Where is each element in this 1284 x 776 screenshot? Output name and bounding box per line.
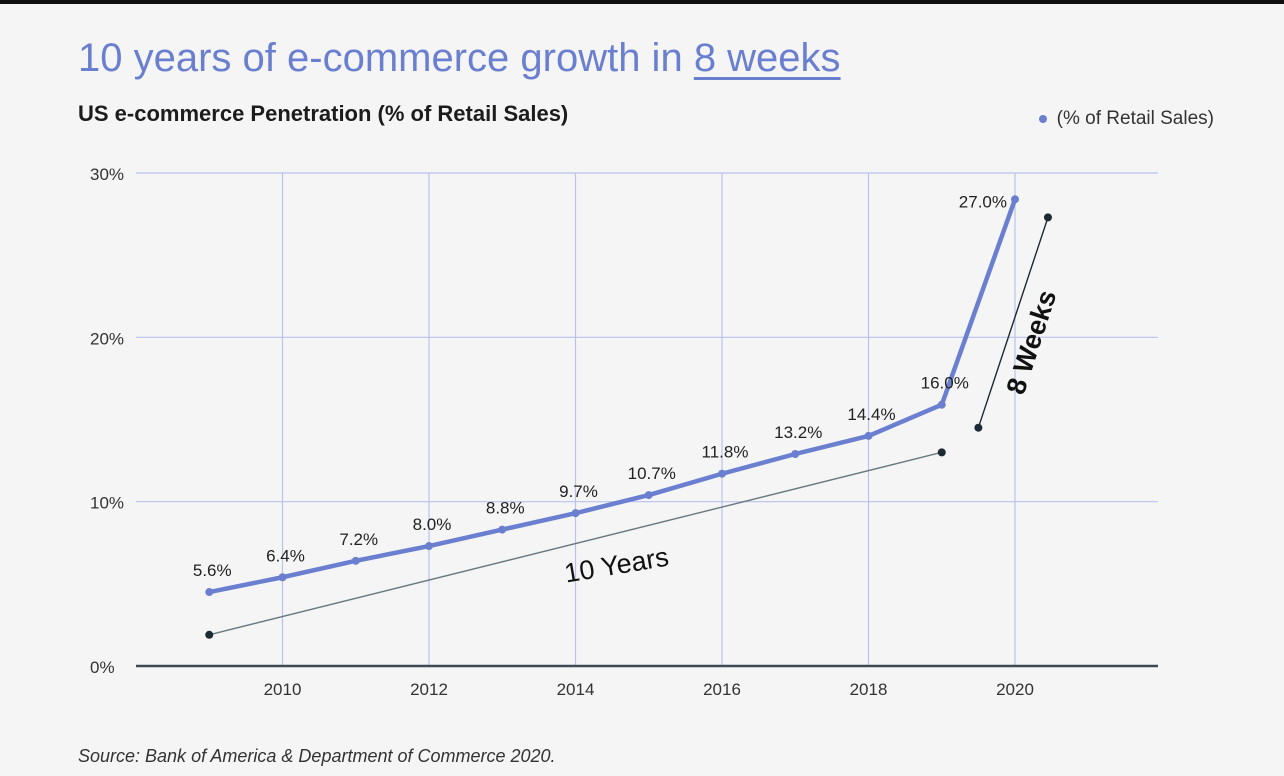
x-tick-label: 2010 [264,680,302,699]
annotation-label-8-weeks: 8 Weeks [1001,286,1063,398]
data-label: 16.0% [921,374,969,393]
data-point [718,469,726,478]
data-label: 8.0% [413,515,452,534]
data-point [205,588,214,597]
data-point [864,431,873,440]
y-tick-label: 20% [90,329,124,348]
data-label: 11.8% [702,443,749,462]
data-label: 13.2% [774,423,822,442]
series-line [207,197,1018,595]
x-tick-label: 2020 [996,680,1034,699]
data-label: 10.7% [628,464,676,483]
data-point [1011,195,1019,204]
annotation-endpoint [974,423,983,432]
data-label: 14.4% [847,405,895,424]
legend-marker-icon [1038,115,1047,123]
data-point [644,491,653,500]
data-label: 7.2% [339,530,378,549]
source-note: Source: Bank of America & Department of … [78,746,556,766]
x-tick-label: 2014 [557,680,595,699]
data-point [937,400,946,409]
x-tick-label: 2018 [850,680,888,699]
data-point [571,509,580,518]
chart-legend: (% of Retail Sales) [1038,108,1214,130]
annotation-endpoint [205,630,214,639]
y-tick-label: 0% [90,658,115,677]
legend-label: (% of Retail Sales) [1056,108,1214,129]
data-label: 27.0% [959,192,1007,211]
data-point [425,542,433,551]
data-label: 8.8% [486,499,525,518]
y-tick-label: 30% [90,165,124,184]
data-point [791,450,800,459]
annotation-line [209,451,942,636]
data-point [498,525,507,534]
title-prefix: 10 years of e-commerce growth in [78,36,694,80]
x-tick-label: 2016 [703,680,741,699]
data-label: 9.7% [559,482,598,501]
y-tick-label: 10% [90,494,124,513]
annotation-endpoint [1043,213,1052,222]
data-label: 6.4% [266,546,305,565]
top-border [0,0,1284,4]
title-emphasis-link[interactable]: 8 weeks [693,36,841,80]
annotation-line [977,217,1049,428]
annotation-label-10-years: 10 Years [562,542,671,589]
page-title: 10 years of e-commerce growth in 8 weeks [78,36,841,81]
annotation-endpoint [937,448,946,457]
chart-subtitle: US e-commerce Penetration (% of Retail S… [78,101,569,126]
data-label: 5.6% [193,561,232,580]
data-point [351,556,360,565]
data-point [278,573,287,582]
x-tick-label: 2012 [410,680,448,699]
